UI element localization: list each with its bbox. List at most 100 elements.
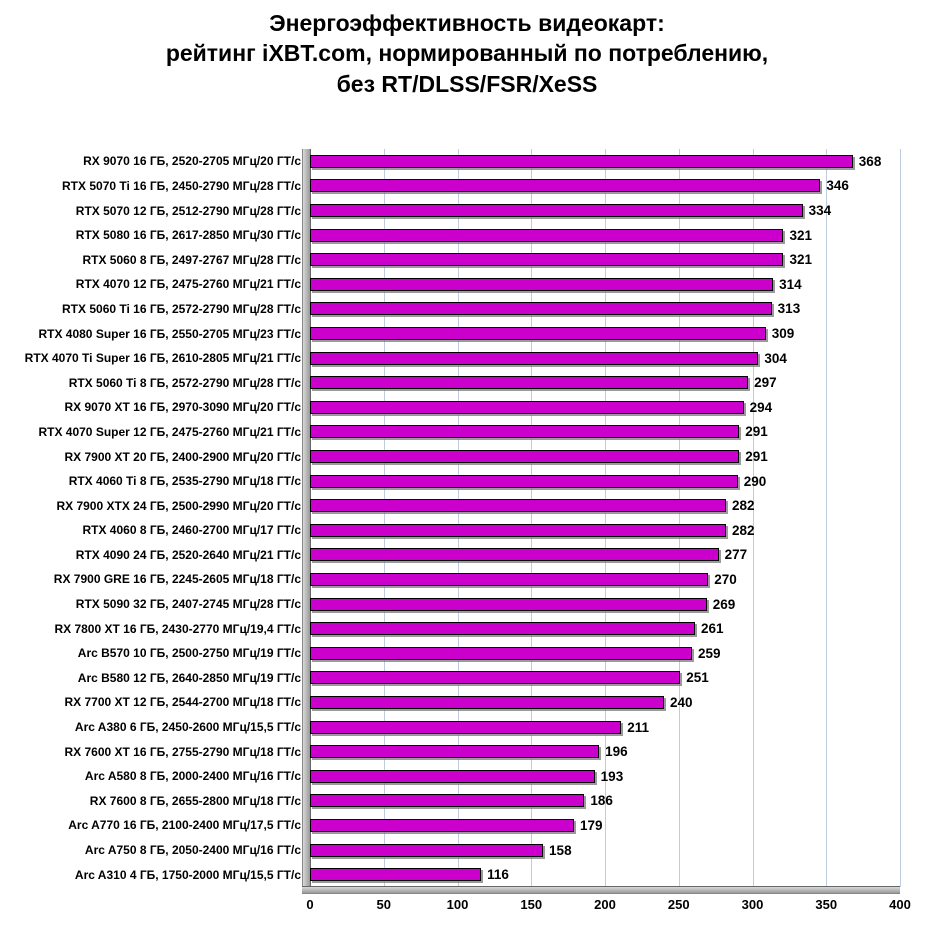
bar-track: 291 [310,444,900,469]
bar [310,376,749,390]
bar-track: 240 [310,690,900,715]
bar [310,499,726,513]
x-axis-ticks: 0 50 100 150 200 250 300 350 400 [306,896,910,919]
category-label: RX 7900 XT 20 ГБ, 2400-2900 МГц/20 ГТ/с [64,449,301,464]
category-label: RX 7600 8 ГБ, 2655-2800 МГц/18 ГТ/с [89,793,301,808]
bar [310,228,784,242]
bar-row: Arc A380 6 ГБ, 2450-2600 МГц/15,5 ГТ/с 2… [0,715,934,740]
value-label: 270 [714,571,737,587]
bar [310,327,766,341]
bar [310,695,664,709]
bar-row: RTX 5070 12 ГБ, 2512-2790 МГц/28 ГТ/с 33… [0,198,934,223]
value-label: 313 [777,301,801,317]
value-label: 314 [779,276,802,292]
value-label: 334 [808,203,832,219]
value-label: 277 [724,547,748,563]
chart-title-line-1: Энергоэффективность видеокарт: [269,10,665,36]
category-label: RX 7900 XTX 24 ГБ, 2500-2990 МГц/20 ГТ/с [56,498,301,513]
bar-row: Arc B580 12 ГБ, 2640-2850 МГц/19 ГТ/с 25… [0,666,934,691]
bar [310,868,482,882]
bar-track: 297 [310,370,900,395]
category-label: RTX 4070 Super 12 ГБ, 2475-2760 МГц/21 Г… [38,424,301,439]
bar-track: 179 [310,813,900,838]
category-label: RTX 4060 Ti 8 ГБ, 2535-2790 МГц/18 ГТ/с [68,474,301,489]
bar-row: RX 7600 XT 16 ГБ, 2755-2790 МГц/18 ГТ/с … [0,739,934,764]
bar [310,794,585,808]
value-label: 304 [764,350,787,366]
bar [310,154,853,168]
value-label: 282 [731,498,755,514]
bar-track: 196 [310,739,900,764]
value-label: 321 [789,227,812,243]
category-label: RTX 5060 8 ГБ, 2497-2767 МГц/28 ГТ/с [82,252,301,267]
category-label: RX 7600 XT 16 ГБ, 2755-2790 МГц/18 ГТ/с [64,744,301,759]
value-label: 179 [580,817,603,833]
bar-row: RTX 5060 Ti 8 ГБ, 2572-2790 МГц/28 ГТ/с … [0,370,934,395]
bar-track: 304 [310,346,900,371]
category-label: Arc A750 8 ГБ, 2050-2400 МГц/16 ГТ/с [84,843,301,857]
bar [310,450,740,463]
bar-track: 313 [310,297,900,322]
bar [310,523,726,537]
bar-rows: RX 9070 16 ГБ, 2520-2705 МГц/20 ГТ/с 368… [0,149,934,887]
bar [310,351,759,365]
category-label: RTX 5060 Ti 16 ГБ, 2572-2790 МГц/28 ГТ/с [62,301,301,316]
value-label: 193 [600,768,624,784]
category-label: RTX 4070 12 ГБ, 2475-2760 МГц/21 ГТ/с [75,277,301,292]
value-label: 291 [745,424,768,440]
value-label: 321 [789,252,812,268]
bar-track: 321 [310,247,900,272]
category-label: RTX 5080 16 ГБ, 2617-2850 МГц/30 ГТ/с [75,228,301,243]
bar-row: RX 7700 XT 12 ГБ, 2544-2700 МГц/18 ГТ/с … [0,690,934,715]
bar-row: RTX 5060 8 ГБ, 2497-2767 МГц/28 ГТ/с 321 [0,247,934,272]
bar-track: 314 [310,272,900,297]
bar [310,277,774,291]
bar-track: 158 [310,838,900,863]
value-label: 282 [731,522,755,538]
bar-row: RTX 4070 Ti Super 16 ГБ, 2610-2805 МГц/2… [0,346,934,371]
bar-track: 116 [310,862,900,887]
bar-row: Arc B570 10 ГБ, 2500-2750 МГц/19 ГТ/с 25… [0,641,934,666]
bar [310,818,575,832]
gridline [457,149,459,887]
value-label: 290 [743,473,767,489]
bar-track: 251 [310,666,900,691]
bar [310,302,772,316]
bar-track: 282 [310,518,900,543]
chart-title-line-3: без RT/DLSS/FSR/XeSS [336,70,598,97]
bar [310,179,821,193]
bar-row: RX 9070 16 ГБ, 2520-2705 МГц/20 ГТ/с 368 [0,149,934,174]
bar-row: RX 7900 XTX 24 ГБ, 2500-2990 МГц/20 ГТ/с… [0,493,934,518]
bar-track: 294 [310,395,900,420]
bar-row: RX 7900 GRE 16 ГБ, 2245-2605 МГц/18 ГТ/с… [0,567,934,592]
x-tick-label: 0 [306,896,314,912]
bar [310,400,744,414]
value-label: 211 [627,719,649,735]
bar-track: 269 [310,592,900,617]
bar-row: Arc A750 8 ГБ, 2050-2400 МГц/16 ГТ/с 158 [0,838,934,863]
bar-row: Arc A580 8 ГБ, 2000-2400 МГц/16 ГТ/с 193 [0,764,934,789]
x-tick-label: 50 [376,896,391,912]
value-label: 259 [698,645,721,661]
x-tick-label: 150 [520,896,543,912]
chart-title: Энергоэффективность видеокарт: рейтинг i… [0,0,934,99]
category-label: RTX 5070 Ti 16 ГБ, 2450-2790 МГц/28 ГТ/с [62,178,301,193]
category-label: Arc B570 10 ГБ, 2500-2750 МГц/19 ГТ/с [77,646,301,661]
category-label: Arc A380 6 ГБ, 2450-2600 МГц/15,5 ГТ/с [74,720,301,735]
bar-track: 193 [310,764,900,789]
category-label: RTX 5060 Ti 8 ГБ, 2572-2790 МГц/28 ГТ/с [68,375,301,390]
bar [310,843,544,857]
bar-track: 259 [310,641,900,666]
bar-track: 282 [310,493,900,518]
gridline [605,149,606,887]
bar [310,425,740,439]
bar [310,474,738,488]
category-label: RTX 4090 24 ГБ, 2520-2640 МГц/21 ГТ/с [75,547,301,562]
value-label: 297 [754,375,777,391]
bar [310,597,707,611]
category-label: RTX 4060 8 ГБ, 2460-2700 МГц/17 ГТ/с [82,523,301,538]
bar-track: 321 [310,223,900,248]
value-label: 251 [686,670,709,686]
bar [310,745,600,759]
x-tick-label: 300 [741,896,764,912]
